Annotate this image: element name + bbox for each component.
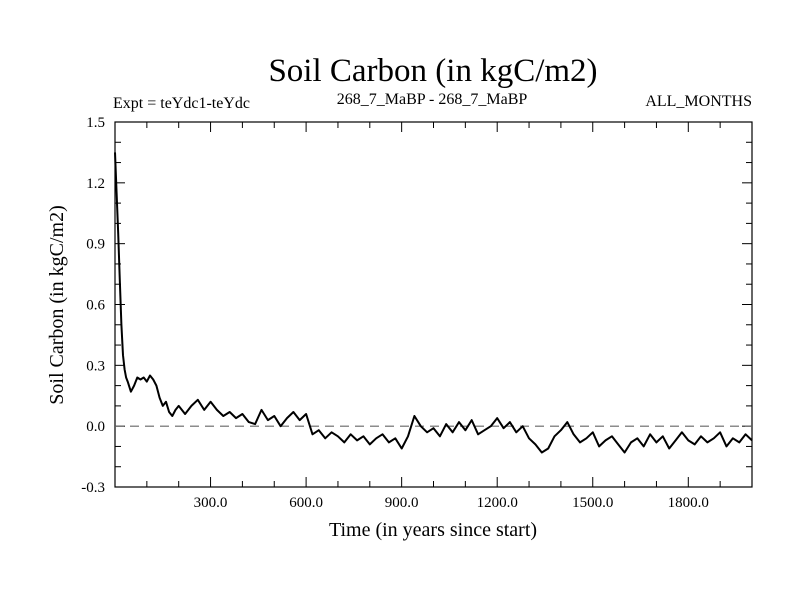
x-tick-label: 1200.0: [477, 495, 518, 511]
x-tick-label: 1500.0: [572, 495, 613, 511]
y-tick-label: 0.6: [86, 298, 105, 314]
x-tick-label: 900.0: [385, 495, 419, 511]
plot-frame: [114, 121, 753, 488]
subtitle-period: 268_7_MaBP - 268_7_MaBP: [337, 91, 528, 108]
y-axis-label: Soil Carbon (in kgC/m2): [46, 205, 68, 404]
y-tick-label: 1.2: [86, 176, 105, 192]
x-axis-label: Time (in years since start): [329, 519, 537, 541]
x-tick-label: 300.0: [194, 495, 228, 511]
y-tick-label: 1.5: [86, 115, 105, 131]
y-tick-label: 0.3: [86, 358, 105, 374]
y-tick-label: -0.3: [81, 480, 105, 496]
x-tick-label: 1800.0: [668, 495, 709, 511]
data-series-line: [114, 152, 753, 454]
subtitle-experiment: Expt = teYdc1-teYdc: [113, 95, 250, 112]
chart-title: Soil Carbon (in kgC/m2): [268, 53, 597, 89]
plot-area: 300.0 600.0 900.0 1200.0 1500.0 1800.0 -0.3 0.0…: [81, 115, 753, 511]
x-tick-label: 600.0: [289, 495, 323, 511]
y-tick-label: 0.0: [86, 419, 105, 435]
y-tick-label: 0.9: [86, 237, 105, 253]
subtitle-months: ALL_MONTHS: [645, 93, 752, 110]
